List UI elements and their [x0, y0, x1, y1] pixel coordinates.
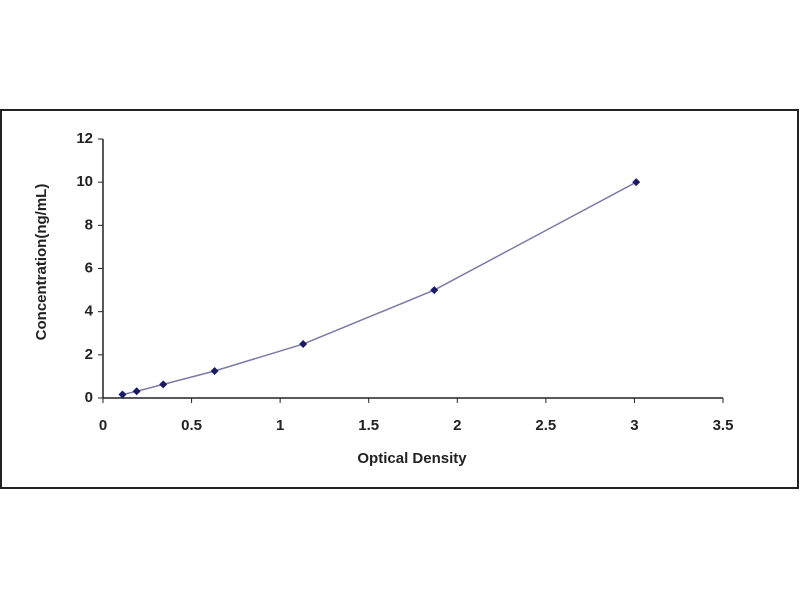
y-axis-label: Concentration(ng/mL)	[33, 184, 50, 341]
data-point	[210, 367, 219, 376]
x-tick-label: 2	[453, 417, 461, 434]
data-point	[632, 178, 641, 187]
x-tick-label: 3	[630, 417, 638, 434]
data-point	[159, 380, 168, 389]
data-point	[430, 286, 439, 295]
y-tick-label: 12	[76, 130, 93, 147]
y-tick-label: 4	[85, 303, 94, 320]
x-tick-label: 0	[99, 417, 107, 434]
x-tick-label: 3.5	[713, 417, 734, 434]
x-tick-label: 1.5	[358, 417, 379, 434]
x-tick-label: 2.5	[535, 417, 556, 434]
y-tick-label: 10	[76, 173, 93, 190]
x-tick-label: 1	[276, 417, 284, 434]
data-point	[132, 387, 141, 396]
y-tick-label: 8	[85, 216, 93, 233]
x-tick-label: 0.5	[181, 417, 202, 434]
data-point	[118, 390, 127, 399]
y-tick-label: 0	[85, 389, 93, 406]
chart-frame	[0, 109, 799, 489]
x-axis-label: Optical Density	[357, 450, 467, 467]
y-tick-label: 2	[85, 346, 93, 363]
y-tick-label: 6	[85, 259, 93, 276]
data-point	[299, 340, 308, 349]
